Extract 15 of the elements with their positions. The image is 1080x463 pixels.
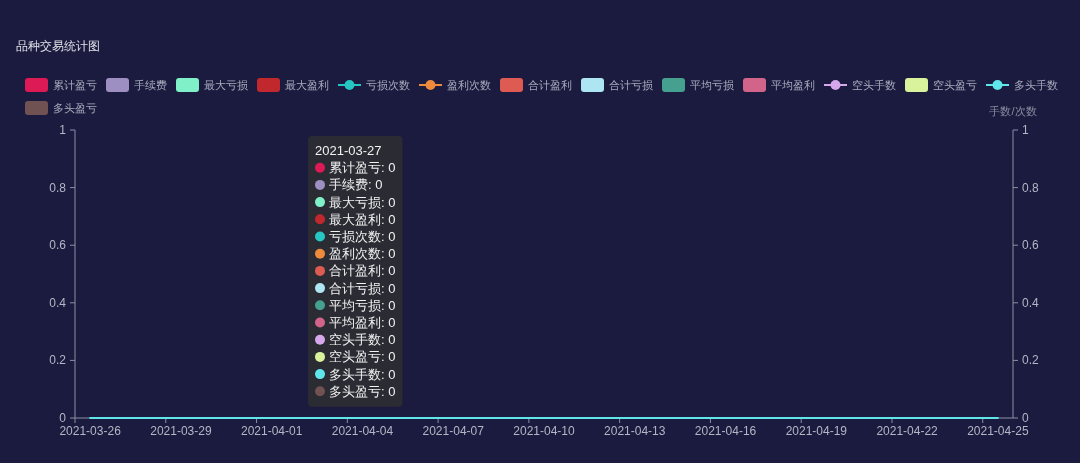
- title: 品种交易统计图: [16, 39, 100, 53]
- legend-label: 手续费: [134, 79, 167, 91]
- legend-label: 盈利次数: [447, 79, 491, 91]
- legend-label: 最大盈利: [285, 79, 329, 91]
- legend-label: 平均亏损: [690, 79, 734, 91]
- legend-label: 空头手数: [852, 79, 896, 91]
- legend-label: 多头盈亏: [53, 102, 97, 114]
- legend-label: 累计盈亏: [53, 79, 97, 91]
- legend-label: 合计亏损: [609, 79, 653, 91]
- legend-label: 亏损次数: [366, 79, 410, 91]
- legend-label: 合计盈利: [528, 79, 572, 91]
- legend-label: 最大亏损: [204, 79, 248, 91]
- legend-label: 平均盈利: [771, 79, 815, 91]
- legend-label: 空头盈亏: [933, 79, 977, 91]
- legend-label: 多头手数: [1014, 79, 1058, 91]
